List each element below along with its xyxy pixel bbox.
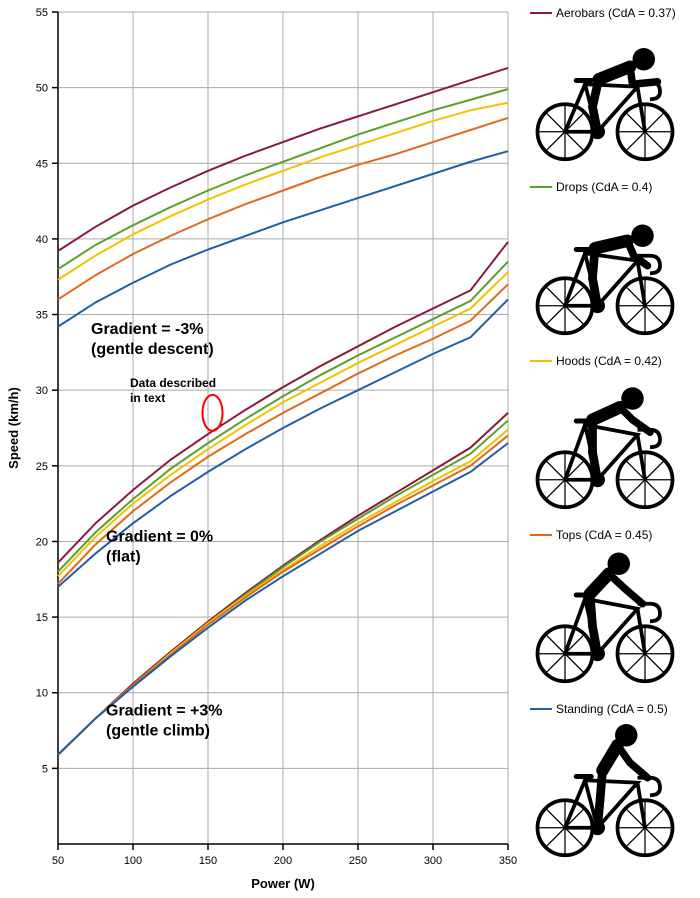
- legend-icon-tops: [530, 550, 698, 690]
- legend-item-standing: Standing (CdA = 0.5): [530, 700, 698, 864]
- legend-label: Standing (CdA = 0.5): [556, 702, 668, 716]
- y-tick-label: 10: [36, 688, 48, 700]
- speed-power-chart: 50 100 150 200 250 300 350 5 10 15 20 25 30 35 40 45 50 5…: [0, 0, 528, 898]
- group-label-flat: (flat): [106, 548, 141, 565]
- legend-icon-drops: [530, 202, 698, 342]
- legend-label: Aerobars (CdA = 0.37): [556, 6, 676, 20]
- legend-item-drops: Drops (CdA = 0.4): [530, 178, 698, 342]
- y-tick-label: 50: [36, 83, 48, 95]
- x-tick-label: 100: [124, 855, 142, 867]
- x-tick-label: 250: [349, 855, 367, 867]
- legend-icon-standing: [530, 724, 698, 864]
- y-tick-label: 55: [36, 7, 48, 19]
- y-tick-label: 20: [36, 536, 48, 548]
- legend-item-hoods: Hoods (CdA = 0.42): [530, 352, 698, 516]
- group-label-climb: Gradient = +3%: [106, 702, 223, 719]
- legend-icon-aerobars: [530, 28, 698, 168]
- cyclist-icon-drops: [530, 202, 680, 342]
- legend-column: Aerobars (CdA = 0.37) Drops (CdA = 0.4) Ho…: [528, 0, 700, 898]
- legend-icon-hoods: [530, 376, 698, 516]
- y-tick-label: 40: [36, 234, 48, 246]
- legend-swatch: [530, 12, 552, 14]
- y-tick-label: 5: [42, 763, 48, 775]
- y-tick-label: 35: [36, 310, 48, 322]
- group-label-climb: (gentle climb): [106, 722, 210, 739]
- chart-area: 50 100 150 200 250 300 350 5 10 15 20 25 30 35 40 45 50 5…: [0, 0, 528, 898]
- annotation-text: in text: [130, 391, 165, 405]
- cyclist-icon-hoods: [530, 376, 680, 516]
- legend-label: Tops (CdA = 0.45): [556, 528, 652, 542]
- y-tick-label: 15: [36, 612, 48, 624]
- x-tick-label: 50: [52, 855, 64, 867]
- y-tick-label: 30: [36, 385, 48, 397]
- annotation-text: Data described: [130, 376, 216, 390]
- legend-swatch: [530, 360, 552, 362]
- cyclist-icon-tops: [530, 550, 680, 690]
- group-label-descent: Gradient = -3%: [91, 321, 203, 338]
- x-tick-label: 300: [424, 855, 442, 867]
- x-tick-label: 350: [499, 855, 517, 867]
- legend-label: Drops (CdA = 0.4): [556, 180, 652, 194]
- x-tick-label: 150: [199, 855, 217, 867]
- legend-label: Hoods (CdA = 0.42): [556, 354, 662, 368]
- legend-swatch: [530, 708, 552, 710]
- legend-swatch: [530, 186, 552, 188]
- x-axis-label: Power (W): [251, 876, 315, 891]
- y-tick-label: 45: [36, 158, 48, 170]
- legend-swatch: [530, 534, 552, 536]
- y-tick-label: 25: [36, 461, 48, 473]
- cyclist-icon-standing: [530, 724, 680, 864]
- legend-item-tops: Tops (CdA = 0.45): [530, 526, 698, 690]
- group-label-flat: Gradient = 0%: [106, 528, 213, 545]
- legend-item-aerobars: Aerobars (CdA = 0.37): [530, 4, 698, 168]
- x-tick-label: 200: [274, 855, 292, 867]
- cyclist-icon-aerobars: [530, 28, 680, 168]
- group-label-descent: (gentle descent): [91, 341, 214, 358]
- y-axis-label: Speed (km/h): [6, 387, 21, 469]
